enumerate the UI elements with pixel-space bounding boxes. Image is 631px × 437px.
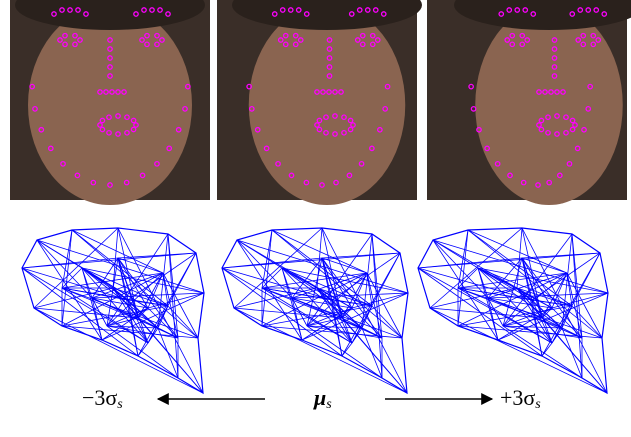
- figure: −3σs μs +3σs: [0, 0, 631, 437]
- mesh-edge: [458, 288, 572, 306]
- label-mean: μs: [313, 385, 332, 412]
- label-sub: s: [535, 397, 541, 412]
- face-photo: [10, 0, 210, 205]
- mesh-outline: [222, 228, 408, 393]
- label-main: −3σ: [82, 385, 117, 410]
- face: [28, 5, 192, 205]
- label-plus: +3σs: [500, 385, 541, 412]
- mesh-edge: [307, 326, 382, 378]
- face: [249, 5, 406, 205]
- mesh-edge: [478, 268, 498, 340]
- mesh-edge: [542, 343, 552, 356]
- mesh-edge: [118, 253, 196, 258]
- mesh: [22, 228, 204, 393]
- photo-row: [10, 0, 631, 205]
- face: [475, 5, 623, 205]
- mesh-edge: [478, 268, 552, 343]
- mesh-edge: [118, 258, 163, 273]
- mesh-edge: [322, 253, 400, 258]
- mesh: [418, 228, 608, 393]
- mesh-edge: [22, 258, 118, 268]
- label-sub: s: [117, 397, 123, 412]
- label-minus: −3σs: [82, 385, 123, 412]
- mesh: [222, 228, 408, 393]
- label-sub: s: [326, 397, 332, 412]
- mesh-edge: [488, 258, 522, 298]
- face-photo: [427, 0, 631, 205]
- mesh-row: [22, 228, 608, 393]
- label-main: +3σ: [500, 385, 535, 410]
- mesh-edge: [34, 288, 113, 308]
- mesh-edge: [522, 253, 600, 258]
- mesh-edge: [322, 258, 367, 273]
- label-main: μ: [313, 385, 326, 410]
- face-photo: [217, 0, 422, 205]
